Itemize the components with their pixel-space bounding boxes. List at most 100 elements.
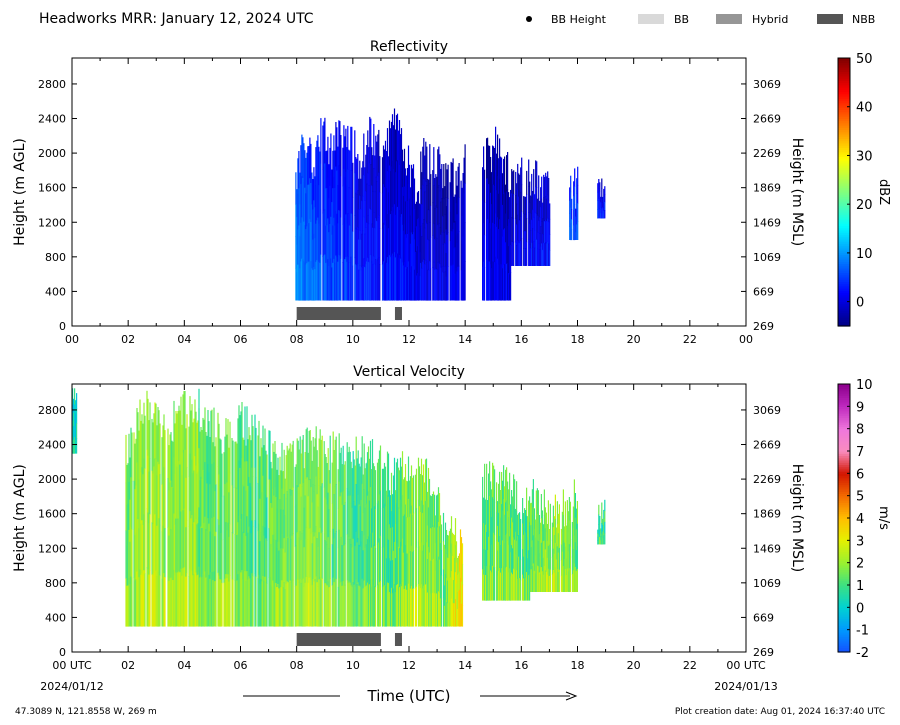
echo-cell: [321, 435, 323, 484]
echo-cell: [327, 492, 329, 538]
echo-cell: [528, 550, 530, 576]
echo-cell: [262, 475, 264, 527]
echo-cell: [387, 228, 390, 265]
echo-cell: [543, 242, 545, 266]
colorbar-segment: [838, 410, 850, 414]
echo-cell: [347, 539, 349, 584]
echo-cell: [573, 507, 575, 536]
colorbar-segment: [838, 107, 850, 110]
colorbar-segment: [838, 218, 850, 222]
echo-cell: [513, 241, 515, 266]
echo-cell: [344, 136, 346, 178]
echo-cell: [417, 245, 420, 274]
colorbar-tick-label: -2: [856, 646, 869, 661]
echo-cell: [273, 451, 275, 496]
echo-cell: [460, 270, 462, 301]
echo-cell: [340, 492, 342, 538]
echo-cell: [299, 531, 301, 580]
colorbar-segment: [838, 272, 850, 276]
echo-cell: [398, 470, 401, 510]
echo-cell: [234, 441, 236, 489]
echo-cell: [382, 468, 385, 509]
echo-cell: [439, 598, 442, 627]
echo-cell: [543, 174, 545, 198]
echo-cell: [309, 430, 311, 480]
echo-cell: [423, 554, 426, 591]
echo-cell: [402, 230, 405, 266]
echo-cell: [497, 258, 499, 301]
colorbar-segment: [838, 133, 850, 137]
echo-cell: [509, 472, 511, 506]
echo-cell: [220, 532, 222, 580]
reflectivity-panel: Reflectivity 00 02 04 06 08 10 12 14 16 18 20 22 000…: [12, 39, 891, 346]
echo-region: [529, 479, 578, 592]
echo-cell: [255, 477, 257, 528]
echo-cell: [319, 576, 321, 627]
echo-cell: [463, 228, 465, 265]
echo-cell: [312, 484, 314, 532]
echo-cell: [408, 553, 411, 591]
echo-cell: [74, 420, 76, 438]
echo-cell: [426, 223, 428, 263]
echo-cell: [549, 525, 551, 549]
colorbar-segment: [838, 390, 850, 394]
echo-cell: [547, 545, 549, 570]
echo-cell: [297, 229, 299, 266]
echo-cell: [202, 522, 204, 575]
echo-cell: [213, 462, 215, 518]
echo-cell: [343, 256, 345, 301]
echo-cell: [499, 471, 501, 505]
echo-cell: [529, 548, 531, 575]
echo-cell: [73, 439, 75, 454]
echo-cell: [577, 203, 579, 222]
echo-cell: [307, 261, 309, 301]
echo-cell: [146, 449, 148, 509]
echo-cell: [351, 586, 353, 627]
echo-cell: [533, 193, 535, 218]
echo-cell: [334, 486, 336, 534]
echo-cell: [360, 209, 362, 240]
echo-cell: [357, 154, 359, 191]
echo-cell: [344, 218, 346, 260]
echo-cell: [304, 495, 306, 540]
echo-cell: [430, 268, 432, 301]
echo-cell: [378, 215, 380, 258]
echo-cell: [439, 570, 442, 599]
echo-cell: [521, 211, 523, 239]
echo-cell: [76, 408, 78, 424]
echo-cell: [509, 536, 511, 569]
echo-cell: [600, 202, 602, 208]
echo-cell: [524, 577, 526, 601]
echo-cell: [245, 490, 247, 537]
echo-cell: [325, 188, 327, 226]
echo-cell: [533, 549, 535, 572]
echo-cell: [339, 582, 341, 627]
echo-cell: [246, 571, 248, 627]
echo-cell: [408, 164, 411, 200]
echo-cell: [414, 588, 417, 627]
colorbar-segment: [838, 156, 850, 160]
echo-cell: [231, 532, 233, 580]
echo-cell: [231, 438, 233, 486]
echo-cell: [507, 226, 509, 264]
echo-cell: [517, 163, 519, 190]
echo-cell: [328, 198, 330, 233]
echo-cell: [602, 212, 604, 219]
echo-cell: [366, 495, 369, 540]
echo-cell: [240, 465, 242, 520]
echo-cell: [502, 510, 504, 541]
echo-cell: [130, 526, 132, 577]
echo-cell: [365, 585, 367, 627]
echo-cell: [392, 513, 395, 552]
echo-cell: [235, 487, 237, 535]
colorbar-segment: [838, 549, 850, 553]
echo-cell: [547, 218, 549, 243]
echo-cell: [412, 513, 415, 552]
echo-cell: [307, 582, 309, 627]
echo-cell: [306, 226, 308, 264]
echo-cell: [453, 274, 455, 301]
echo-cell: [179, 572, 181, 627]
echo-cell: [498, 512, 500, 543]
echo-cell: [529, 525, 531, 548]
echo-cell: [360, 583, 362, 627]
